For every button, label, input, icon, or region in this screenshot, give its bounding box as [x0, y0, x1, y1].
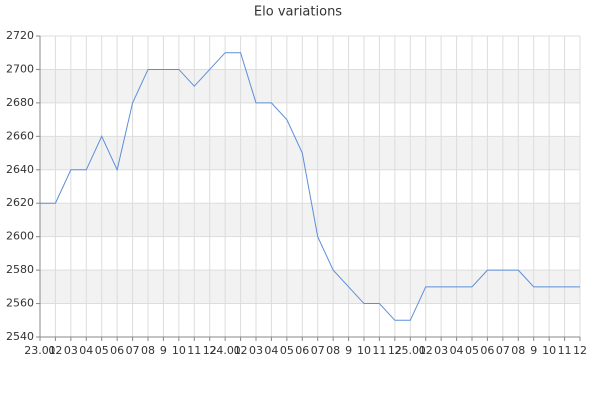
x-tick-label: 07	[496, 344, 510, 357]
x-tick-label: 12	[573, 344, 587, 357]
grid-band	[40, 136, 580, 170]
x-tick-label: 04	[450, 344, 464, 357]
x-tick-label: 03	[64, 344, 78, 357]
x-tick-label: 12	[203, 344, 217, 357]
y-tick-label: 2580	[6, 263, 34, 276]
y-tick-label: 2720	[6, 29, 34, 42]
x-tick-label: 08	[511, 344, 525, 357]
x-tick-label: 02	[234, 344, 248, 357]
x-tick-label: 25.01	[395, 344, 427, 357]
y-tick-label: 2600	[6, 230, 34, 243]
y-tick-label: 2640	[6, 163, 34, 176]
x-tick-label: 11	[558, 344, 572, 357]
x-tick-label: 07	[126, 344, 140, 357]
x-tick-label: 23.01	[24, 344, 56, 357]
x-tick-label: 10	[542, 344, 556, 357]
x-tick-label: 05	[95, 344, 109, 357]
grid-band	[40, 69, 580, 103]
x-tick-label: 9	[345, 344, 352, 357]
y-tick-label: 2560	[6, 297, 34, 310]
x-tick-label: 11	[187, 344, 201, 357]
x-tick-label: 03	[434, 344, 448, 357]
x-tick-label: 04	[79, 344, 93, 357]
x-tick-label: 9	[530, 344, 537, 357]
x-tick-label: 04	[264, 344, 278, 357]
grid-band	[40, 270, 580, 304]
x-tick-label: 11	[372, 344, 386, 357]
chart-title: Elo variations	[254, 5, 342, 20]
x-tick-label: 03	[249, 344, 263, 357]
x-tick-label: 06	[480, 344, 494, 357]
line	[40, 52, 580, 321]
x-tick-label: 08	[326, 344, 340, 357]
grid-band	[40, 203, 580, 237]
x-tick-label: 06	[110, 344, 124, 357]
y-tick-label: 2540	[6, 330, 34, 343]
x-tick-label: 9	[160, 344, 167, 357]
x-tick-label: 08	[141, 344, 155, 357]
x-tick-label: 05	[280, 344, 294, 357]
y-tick-label: 2700	[6, 62, 34, 75]
x-tick-label: 06	[295, 344, 309, 357]
x-tick-label: 12	[388, 344, 402, 357]
x-tick-label: 24.01	[209, 344, 241, 357]
y-tick-label: 2620	[6, 196, 34, 209]
x-tick-label: 10	[172, 344, 186, 357]
x-tick-label: 05	[465, 344, 479, 357]
y-tick-label: 2680	[6, 96, 34, 109]
x-tick-label: 02	[419, 344, 433, 357]
x-tick-label: 02	[48, 344, 62, 357]
y-tick-label: 2660	[6, 129, 34, 142]
x-tick-label: 07	[311, 344, 325, 357]
x-tick-label: 10	[357, 344, 371, 357]
